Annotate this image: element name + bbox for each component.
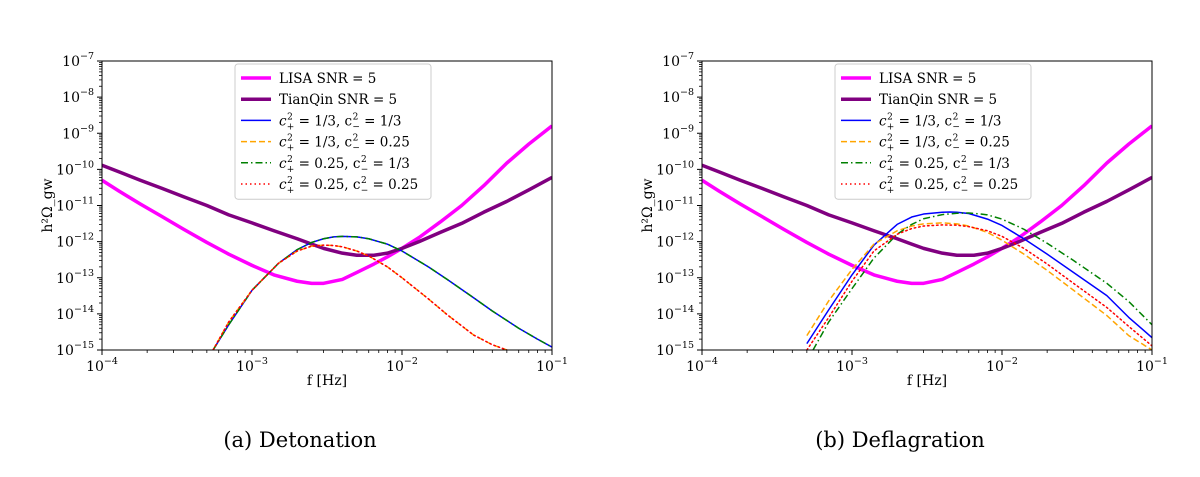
- y-tick-label: 10−7: [662, 51, 694, 70]
- legend-label-4: c2 + = 0.25, c2− = 1/3: [879, 155, 1010, 175]
- series-line-2: [806, 211, 1152, 345]
- caption-a: (a) Detonation: [0, 428, 600, 452]
- caption-b-text: (b) Deflagration: [815, 428, 985, 452]
- legend-label-2: c2 + = 1/3, c2− = 1/3: [279, 112, 402, 132]
- legend-label-0: LISA SNR = 5: [879, 71, 976, 87]
- figure-panel-b: 10−4 10−3 10−2 10−1 10−15 10−14 10−13 10−12 10−1…: [600, 0, 1200, 477]
- y-tick-label: 10−10: [656, 159, 694, 178]
- y-tick-label: 10−9: [662, 123, 694, 142]
- legend-label-1: TianQin SNR = 5: [879, 92, 997, 108]
- y-tick-label: 10−12: [56, 232, 94, 251]
- series-line-4: [812, 212, 1152, 350]
- legend-label-3: c2 + = 1/3, c2− = 0.25: [879, 134, 1010, 154]
- legend-box: [234, 63, 432, 200]
- y-tick-label: 10−13: [656, 268, 694, 287]
- series-group: [702, 124, 1152, 350]
- x-axis-label: f [Hz]: [307, 373, 347, 389]
- y-tick-label: 10−15: [656, 340, 694, 359]
- x-tick-label: 10−4: [686, 356, 718, 375]
- figure-panel-a: 10−4 10−3 10−2 10−1 10−15 10−14 10−13 10−12 10−1…: [0, 51, 600, 452]
- legend-label-3: c2 + = 1/3, c2− = 0.25: [279, 134, 410, 154]
- series-line-3: [806, 222, 1152, 350]
- y-tick-label: 10−7: [62, 51, 94, 70]
- legend-box: [834, 63, 1032, 200]
- series-line-5: [806, 224, 1152, 350]
- series-line-1: [702, 163, 1152, 257]
- chart-detonation: 10−4 10−3 10−2 10−1 10−15 10−14 10−13 10−12 10−1…: [40, 51, 568, 389]
- y-tick-label: 10−15: [56, 340, 94, 359]
- x-tick-label: 10−1: [536, 356, 568, 375]
- x-tick-label: 10−4: [86, 356, 118, 375]
- caption-b: (b) Deflagration: [600, 428, 1200, 452]
- y-tick-label: 10−12: [656, 232, 694, 251]
- y-tick-label: 10−11: [56, 196, 94, 215]
- x-tick-label: 10−2: [986, 356, 1018, 375]
- x-tick-label: 10−3: [836, 356, 868, 375]
- chart-deflagration: 10−4 10−3 10−2 10−1 10−15 10−14 10−13 10−12 10−1…: [640, 51, 1168, 389]
- legend-label-4: c2 + = 0.25, c2− = 1/3: [279, 155, 410, 175]
- y-tick-label: 10−9: [62, 123, 94, 142]
- legend-label-2: c2 + = 1/3, c2− = 1/3: [879, 112, 1002, 132]
- y-tick-label: 10−10: [56, 159, 94, 178]
- plot-frame: [101, 60, 553, 351]
- legend-label-0: LISA SNR = 5: [279, 71, 376, 87]
- plot-frame: [701, 60, 1153, 351]
- y-tick-label: 10−8: [662, 87, 694, 106]
- series-group: [102, 124, 552, 350]
- series-line-0: [702, 124, 1152, 286]
- series-line-0: [102, 124, 552, 286]
- x-tick-label: 10−2: [386, 356, 418, 375]
- y-axis-label: h²Ω_gw: [640, 178, 656, 232]
- x-axis-label: f [Hz]: [907, 373, 947, 389]
- series-line-3: [212, 244, 508, 350]
- y-tick-label: 10−11: [656, 196, 694, 215]
- y-axis-label: h²Ω_gw: [40, 178, 56, 232]
- y-tick-label: 10−13: [56, 268, 94, 287]
- legend-label-1: TianQin SNR = 5: [279, 92, 397, 108]
- y-tick-label: 10−14: [656, 304, 694, 323]
- series-line-5: [212, 244, 508, 350]
- series-line-1: [102, 163, 552, 257]
- y-tick-label: 10−8: [62, 87, 94, 106]
- caption-a-text: (a) Detonation: [223, 428, 377, 452]
- y-tick-label: 10−14: [56, 304, 94, 323]
- x-tick-label: 10−1: [1136, 356, 1168, 375]
- x-tick-label: 10−3: [236, 356, 268, 375]
- legend-label-5: c2 + = 0.25, c2− = 0.25: [279, 176, 418, 196]
- legend-label-5: c2 + = 0.25, c2− = 0.25: [879, 176, 1018, 196]
